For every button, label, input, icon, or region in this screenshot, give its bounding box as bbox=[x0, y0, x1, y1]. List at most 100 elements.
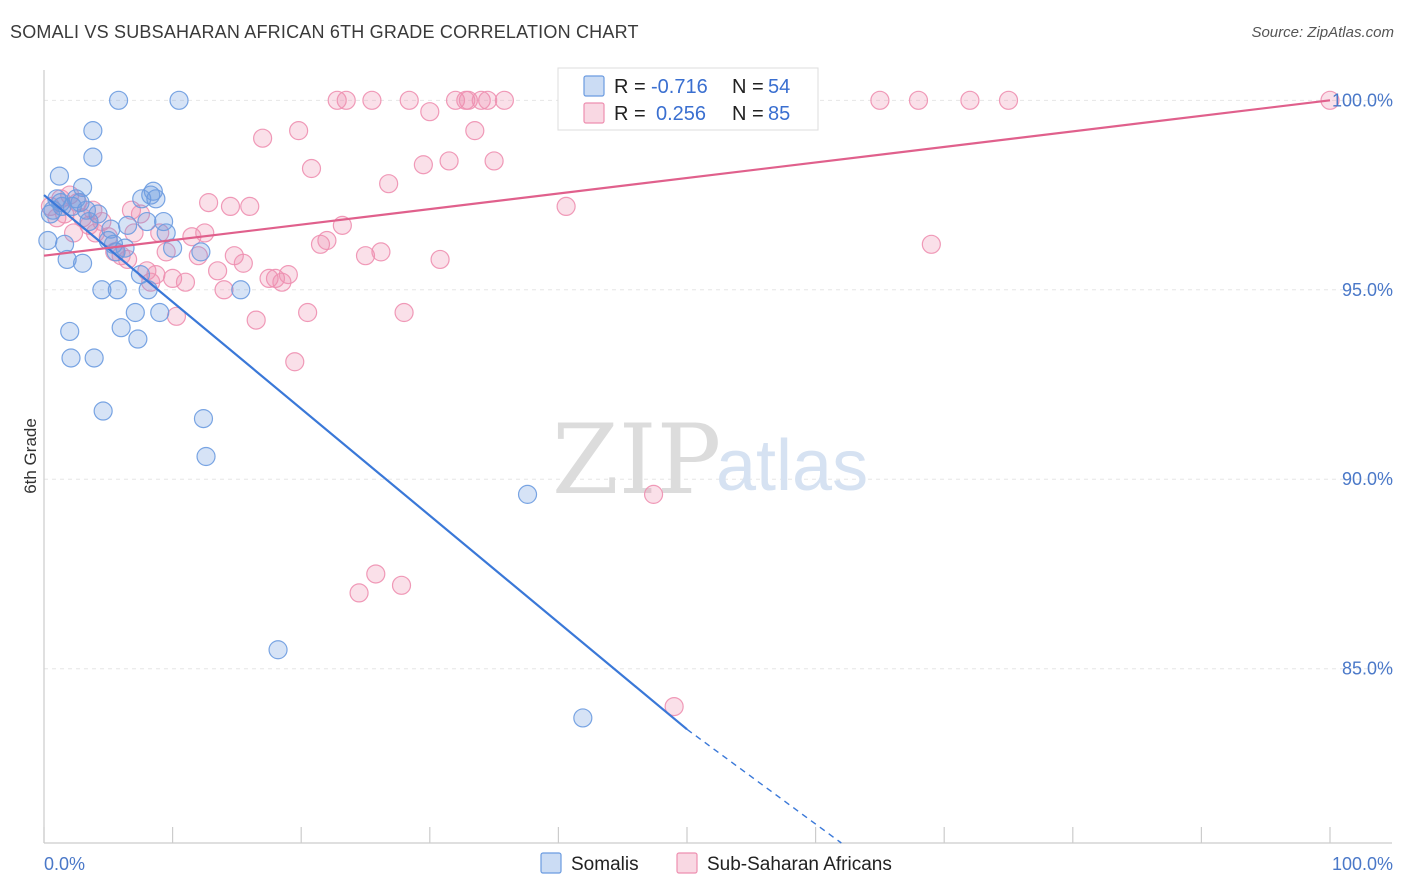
subsaharan-point-37 bbox=[246, 310, 266, 330]
subsaharan-point-15 bbox=[117, 249, 138, 270]
somalis-point-12 bbox=[72, 253, 93, 273]
subsaharan-point-45 bbox=[298, 302, 318, 323]
subsaharan-point-77 bbox=[908, 90, 929, 110]
subsaharan-point-55 bbox=[366, 564, 386, 584]
x-tick-label-max: 100.0% bbox=[1332, 854, 1393, 874]
x-tick-label-min: 0.0% bbox=[44, 854, 85, 874]
somalis-point-30 bbox=[125, 302, 145, 323]
subsaharan-point-60 bbox=[399, 90, 419, 110]
trend-lines bbox=[43, 99, 1331, 844]
legend-n-value-subsaharan: 85 bbox=[768, 103, 790, 125]
subsaharan-point-24 bbox=[163, 268, 183, 289]
y-tick-label-1: 90.0% bbox=[1342, 469, 1393, 489]
subsaharan-point-64 bbox=[439, 151, 459, 171]
somalis-point-44 bbox=[191, 242, 211, 262]
y-tick-label-3: 100.0% bbox=[1332, 90, 1393, 110]
subsaharan-point-41 bbox=[272, 272, 292, 292]
somalis-point-40 bbox=[153, 211, 174, 232]
somalis-point-51 bbox=[517, 484, 538, 504]
watermark-atlas: atlas bbox=[716, 426, 868, 506]
legend-r-label-subsaharan: R = bbox=[614, 103, 651, 125]
somalis-point-11 bbox=[70, 193, 90, 213]
trend-somalis-extension bbox=[686, 728, 842, 844]
legend-swatch-subsaharan bbox=[583, 102, 605, 124]
subsaharan-point-30 bbox=[199, 193, 219, 213]
subsaharan-point-18 bbox=[130, 204, 151, 224]
somalis-point-27 bbox=[111, 318, 131, 338]
subsaharan-point-63 bbox=[430, 249, 450, 270]
bottom-legend: Somalis Sub-Saharan Africans bbox=[540, 852, 892, 875]
subsaharan-point-76 bbox=[870, 90, 890, 110]
somalis-point-50 bbox=[84, 348, 104, 368]
subsaharan-point-84 bbox=[471, 90, 491, 110]
legend-r-value-subsaharan: 0.256 bbox=[656, 103, 706, 125]
subsaharan-point-56 bbox=[371, 242, 391, 262]
somalis-point-37 bbox=[143, 181, 163, 201]
subsaharan-point-59 bbox=[394, 302, 414, 323]
subsaharan-point-35 bbox=[233, 253, 253, 273]
somalis-point-43 bbox=[169, 90, 189, 110]
somalis-point-39 bbox=[150, 302, 170, 323]
top-legend: R = -0.716 N = 54 R = 0.256 N = 85 bbox=[557, 67, 819, 131]
subsaharan-point-42 bbox=[278, 265, 298, 285]
subsaharan-point-80 bbox=[998, 90, 1019, 110]
x-axis-ticks bbox=[43, 827, 1331, 843]
somalis-point-16 bbox=[83, 121, 103, 141]
somalis-point-17 bbox=[83, 147, 103, 167]
subsaharan-point-32 bbox=[214, 280, 234, 300]
subsaharan-point-17 bbox=[124, 223, 144, 243]
series-somalis-points bbox=[38, 90, 593, 728]
trend-subsaharan bbox=[43, 99, 1331, 257]
legend-swatch-somalis bbox=[583, 75, 605, 97]
bottom-legend-label-subsaharan: Sub-Saharan Africans bbox=[707, 854, 892, 875]
somalis-point-48 bbox=[268, 640, 288, 660]
subsaharan-point-51 bbox=[336, 90, 356, 110]
subsaharan-point-29 bbox=[195, 223, 215, 243]
subsaharan-point-71 bbox=[556, 196, 576, 217]
subsaharan-point-57 bbox=[379, 174, 399, 194]
somalis-point-0 bbox=[38, 230, 58, 251]
watermark: ZIP atlas bbox=[552, 404, 868, 516]
somalis-point-47 bbox=[231, 280, 251, 300]
somalis-point-46 bbox=[196, 446, 216, 467]
subsaharan-point-62 bbox=[420, 102, 440, 122]
somalis-point-49 bbox=[61, 348, 81, 368]
subsaharan-point-53 bbox=[355, 246, 376, 266]
somalis-point-45 bbox=[193, 409, 214, 429]
somalis-point-19 bbox=[92, 280, 112, 300]
subsaharan-point-78 bbox=[921, 234, 941, 254]
legend-n-value-somalis: 54 bbox=[768, 76, 790, 98]
subsaharan-point-33 bbox=[220, 196, 241, 217]
somalis-point-31 bbox=[128, 329, 148, 349]
y-axis-tick-labels: 85.0% 90.0% 95.0% 100.0% bbox=[1332, 90, 1393, 678]
subsaharan-point-61 bbox=[413, 155, 433, 175]
somalis-point-35 bbox=[138, 280, 158, 300]
top-legend-box bbox=[557, 67, 819, 131]
subsaharan-point-38 bbox=[253, 128, 273, 148]
bottom-legend-label-somalis: Somalis bbox=[571, 854, 639, 875]
legend-n-label-subsaharan: N = bbox=[732, 103, 769, 125]
subsaharan-point-67 bbox=[465, 121, 485, 141]
legend-n-label-somalis: N = bbox=[732, 76, 769, 98]
somalis-point-29 bbox=[117, 215, 138, 235]
subsaharan-point-48 bbox=[317, 230, 337, 251]
subsaharan-point-39 bbox=[259, 268, 279, 289]
somalis-point-4 bbox=[49, 166, 70, 186]
somalis-point-28 bbox=[115, 238, 135, 258]
grid-lines bbox=[44, 99, 1392, 670]
subsaharan-point-36 bbox=[240, 196, 260, 217]
subsaharan-point-70 bbox=[494, 90, 514, 110]
subsaharan-point-31 bbox=[208, 261, 228, 281]
y-tick-label-0: 85.0% bbox=[1342, 659, 1393, 679]
subsaharan-point-52 bbox=[349, 583, 369, 603]
somalis-point-20 bbox=[93, 401, 113, 421]
subsaharan-point-44 bbox=[289, 121, 309, 141]
subsaharan-point-54 bbox=[362, 90, 382, 110]
subsaharan-point-69 bbox=[484, 151, 504, 171]
subsaharan-point-68 bbox=[478, 90, 498, 110]
subsaharan-point-58 bbox=[391, 575, 412, 595]
chart-title: SOMALI VS SUBSAHARAN AFRICAN 6TH GRADE C… bbox=[10, 22, 639, 42]
somalis-point-25 bbox=[107, 280, 127, 300]
trend-somalis bbox=[43, 194, 688, 731]
